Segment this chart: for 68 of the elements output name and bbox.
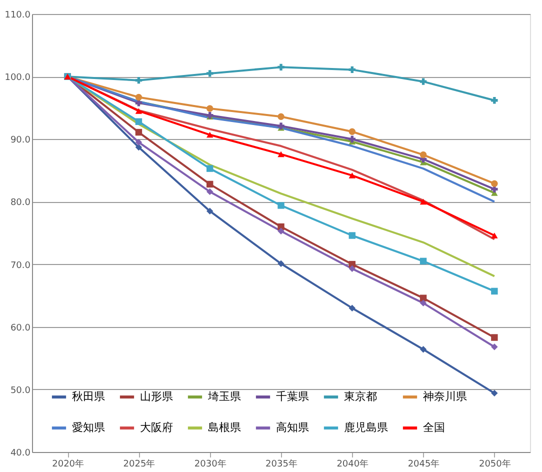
- y-tick-label: 80.0: [10, 198, 31, 208]
- point: [491, 390, 498, 397]
- x-tick-label: 2025年: [123, 458, 156, 470]
- point: [135, 118, 142, 125]
- legend-label: 東京都: [344, 390, 377, 403]
- y-tick-label: 100.0: [4, 73, 31, 84]
- point: [206, 165, 214, 172]
- point: [491, 344, 498, 350]
- point: [206, 180, 214, 188]
- point: [491, 180, 498, 187]
- point: [491, 288, 498, 295]
- point: [348, 66, 356, 74]
- point: [278, 260, 284, 268]
- legend-label: 埼玉県: [207, 390, 241, 403]
- point: [420, 151, 427, 158]
- legend-label: 大阪府: [140, 421, 173, 434]
- point: [491, 334, 498, 341]
- point: [348, 232, 356, 239]
- legend-label: 山形県: [140, 390, 173, 403]
- x-tick-label: 2045年: [408, 458, 440, 470]
- y-tick-label: 40.0: [10, 448, 31, 458]
- y-tick-label: 60.0: [10, 323, 31, 334]
- legend-label: 全国: [423, 421, 445, 434]
- point: [206, 105, 214, 112]
- point: [135, 128, 142, 136]
- point: [348, 128, 356, 135]
- point: [348, 304, 356, 312]
- point: [348, 136, 356, 142]
- x-tick-label: 2040年: [336, 458, 369, 470]
- legend-label: 神奈川県: [423, 390, 467, 403]
- point: [135, 94, 142, 101]
- point: [420, 198, 427, 205]
- x-tick-label: 2050年: [478, 458, 511, 470]
- x-tick-label: 2020年: [52, 458, 84, 470]
- x-tick-label: 2030年: [194, 458, 226, 470]
- legend-label: 愛知県: [72, 421, 105, 434]
- point: [491, 232, 498, 238]
- point: [348, 265, 356, 272]
- point: [135, 76, 142, 84]
- point: [278, 228, 284, 234]
- point: [206, 208, 214, 214]
- point: [491, 186, 498, 193]
- point: [206, 132, 214, 138]
- point: [420, 258, 427, 265]
- point: [278, 151, 284, 158]
- y-tick-label: 90.0: [10, 136, 31, 146]
- x-tick-label: 2035年: [266, 458, 298, 470]
- y-tick-label: 70.0: [10, 260, 31, 271]
- legend-label: 島根県: [208, 421, 241, 434]
- point: [206, 188, 214, 196]
- legend-label: 高知県: [276, 421, 309, 434]
- y-tick-label: 110.0: [4, 10, 31, 20]
- point: [420, 78, 427, 85]
- legend-label: 秋田県: [72, 390, 105, 403]
- point: [420, 300, 427, 306]
- point: [206, 70, 214, 77]
- point: [278, 113, 284, 120]
- point: [420, 294, 427, 302]
- point: [491, 96, 498, 104]
- legend-label: 千葉県: [276, 390, 309, 403]
- point: [135, 108, 142, 114]
- point: [348, 172, 356, 178]
- y-tick-label: 50.0: [10, 386, 31, 396]
- legend-label: 鹿児島県: [344, 421, 388, 434]
- point: [135, 138, 142, 146]
- point: [420, 346, 427, 353]
- point: [278, 202, 284, 209]
- point: [278, 64, 284, 71]
